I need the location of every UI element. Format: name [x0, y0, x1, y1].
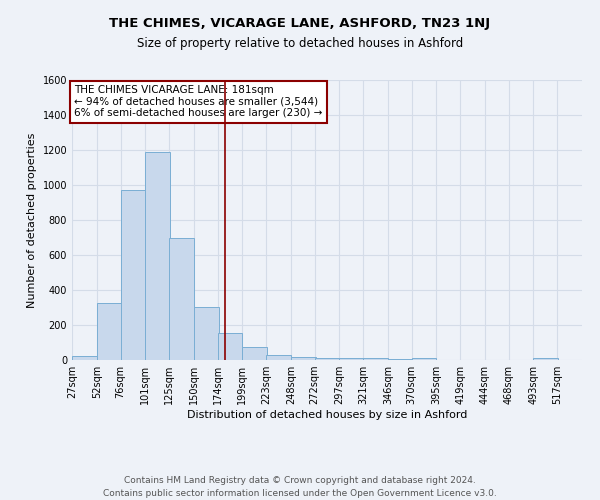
- Bar: [72, 356, 97, 360]
- Bar: [388, 358, 413, 360]
- Bar: [266, 355, 291, 360]
- Bar: [291, 356, 316, 360]
- Bar: [218, 333, 242, 360]
- Bar: [97, 303, 122, 360]
- Text: THE CHIMES VICARAGE LANE: 181sqm
← 94% of detached houses are smaller (3,544)
6%: THE CHIMES VICARAGE LANE: 181sqm ← 94% o…: [74, 85, 322, 118]
- Text: Contains HM Land Registry data © Crown copyright and database right 2024.
Contai: Contains HM Land Registry data © Crown c…: [103, 476, 497, 498]
- Bar: [169, 238, 194, 360]
- Bar: [340, 358, 364, 360]
- X-axis label: Distribution of detached houses by size in Ashford: Distribution of detached houses by size …: [187, 410, 467, 420]
- Bar: [363, 358, 388, 360]
- Bar: [533, 358, 558, 360]
- Bar: [412, 358, 436, 360]
- Bar: [121, 190, 145, 360]
- Bar: [145, 152, 170, 360]
- Text: THE CHIMES, VICARAGE LANE, ASHFORD, TN23 1NJ: THE CHIMES, VICARAGE LANE, ASHFORD, TN23…: [109, 18, 491, 30]
- Y-axis label: Number of detached properties: Number of detached properties: [27, 132, 37, 308]
- Text: Size of property relative to detached houses in Ashford: Size of property relative to detached ho…: [137, 38, 463, 51]
- Bar: [314, 358, 340, 360]
- Bar: [194, 306, 218, 360]
- Bar: [242, 347, 267, 360]
